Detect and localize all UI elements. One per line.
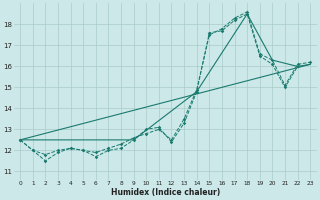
X-axis label: Humidex (Indice chaleur): Humidex (Indice chaleur) — [111, 188, 220, 197]
